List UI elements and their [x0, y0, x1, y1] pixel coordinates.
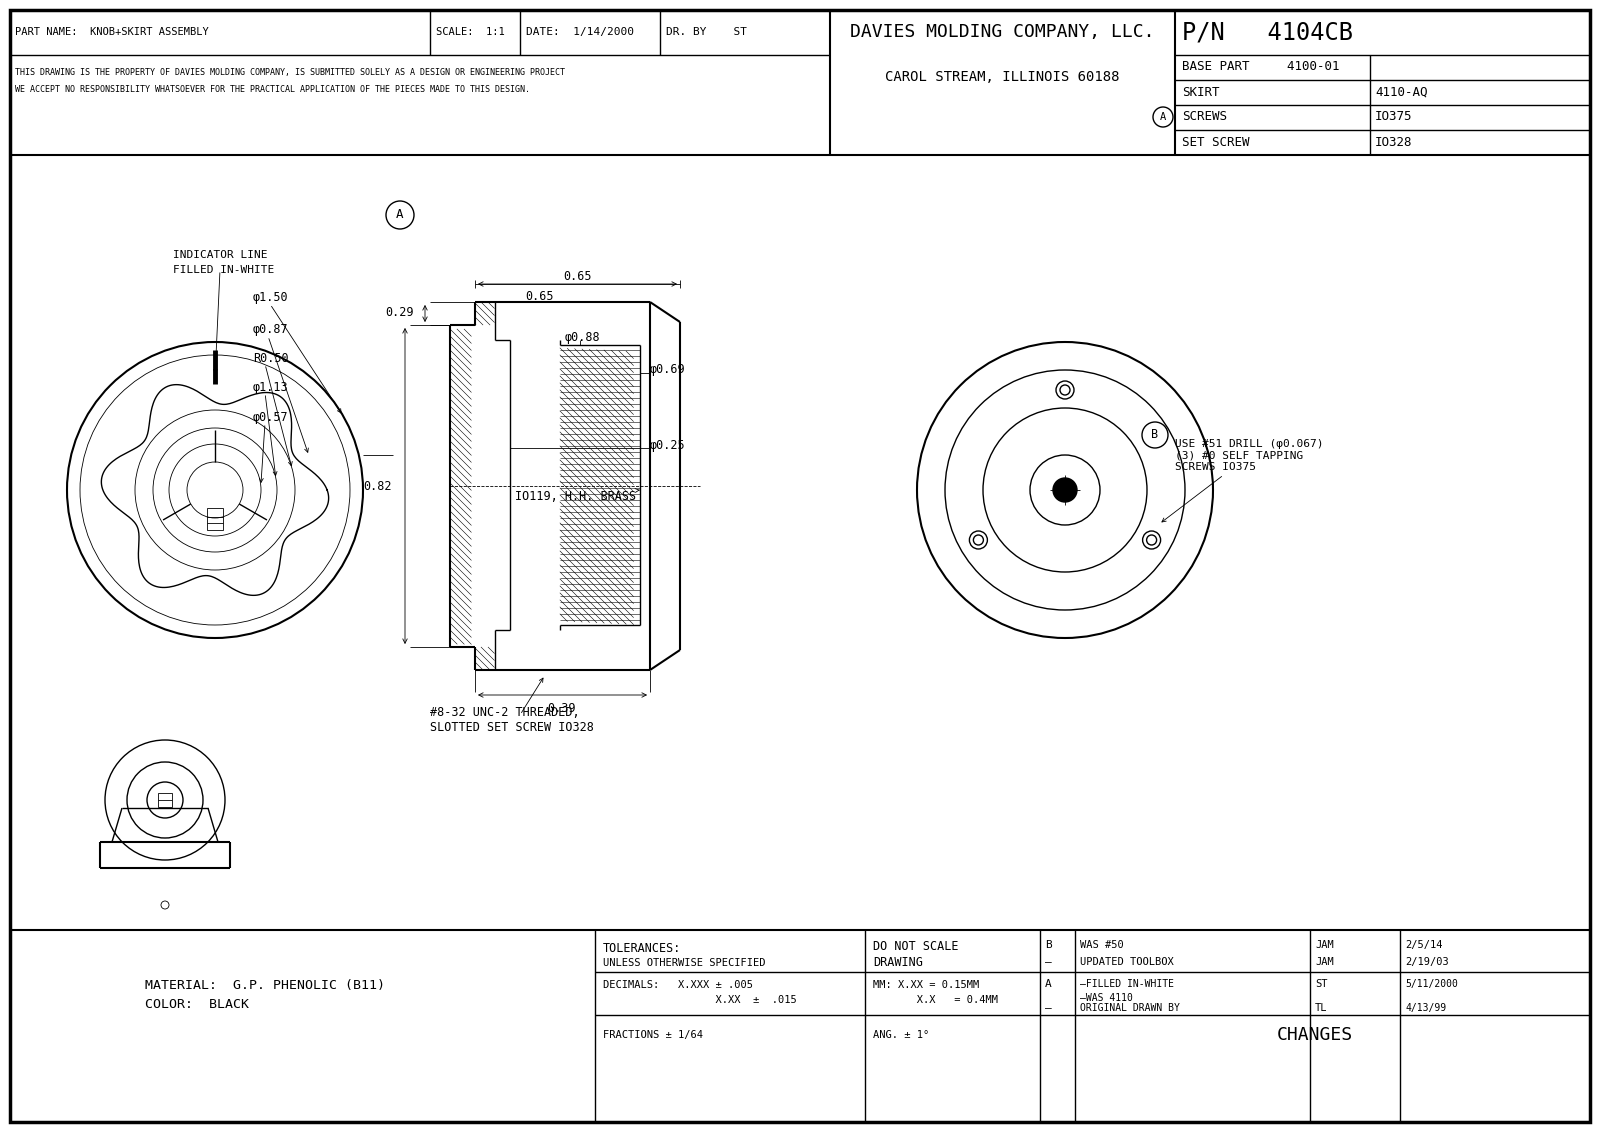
Text: 0.65: 0.65	[526, 290, 554, 302]
Text: –WAS 4110: –WAS 4110	[1080, 993, 1133, 1003]
Circle shape	[973, 535, 984, 544]
Text: 4110-AQ: 4110-AQ	[1374, 86, 1427, 98]
Text: 2/5/14: 2/5/14	[1405, 940, 1443, 950]
Text: UPDATED TOOLBOX: UPDATED TOOLBOX	[1080, 957, 1174, 967]
Text: IO328: IO328	[1374, 136, 1413, 148]
Text: TL: TL	[1315, 1003, 1328, 1013]
Text: 2/19/03: 2/19/03	[1405, 957, 1448, 967]
Text: X.XX  ±  .015: X.XX ± .015	[603, 995, 797, 1005]
Text: BASE PART     4100-01: BASE PART 4100-01	[1182, 60, 1339, 74]
Circle shape	[1059, 385, 1070, 395]
Text: MM: X.XX = 0.15MM: MM: X.XX = 0.15MM	[874, 980, 979, 990]
Text: A: A	[397, 208, 403, 222]
Text: A: A	[1160, 112, 1166, 122]
Text: 0.82: 0.82	[363, 480, 392, 492]
Text: CAROL STREAM, ILLINOIS 60188: CAROL STREAM, ILLINOIS 60188	[885, 70, 1120, 84]
Text: P/N   4104CB: P/N 4104CB	[1182, 20, 1354, 44]
Text: φ0.69: φ0.69	[650, 363, 686, 377]
Text: JAM: JAM	[1315, 940, 1334, 950]
Text: IO119, H.H. BRASS: IO119, H.H. BRASS	[515, 489, 640, 503]
Text: φ0.87: φ0.87	[253, 324, 288, 336]
Text: #8-32 UNC-2 THREADED,
SLOTTED SET SCREW IO328: #8-32 UNC-2 THREADED, SLOTTED SET SCREW …	[430, 706, 594, 734]
Text: SKIRT: SKIRT	[1182, 86, 1219, 98]
Text: φ0.57: φ0.57	[253, 412, 288, 424]
Text: INDICATOR LINE: INDICATOR LINE	[173, 250, 267, 260]
Text: φ1.50: φ1.50	[253, 292, 288, 305]
Text: –: –	[1045, 1003, 1051, 1013]
Text: B: B	[1152, 429, 1158, 441]
Text: WAS #50: WAS #50	[1080, 940, 1123, 950]
Text: PART NAME:  KNOB+SKIRT ASSEMBLY: PART NAME: KNOB+SKIRT ASSEMBLY	[14, 27, 208, 37]
Circle shape	[1053, 478, 1077, 501]
Text: DO NOT SCALE: DO NOT SCALE	[874, 940, 958, 952]
Text: X.X   = 0.4MM: X.X = 0.4MM	[874, 995, 998, 1005]
Text: JAM: JAM	[1315, 957, 1334, 967]
Text: 0.29: 0.29	[386, 307, 414, 319]
Text: COLOR:  BLACK: COLOR: BLACK	[146, 998, 250, 1012]
Text: B: B	[1045, 940, 1051, 950]
Text: IO375: IO375	[1374, 111, 1413, 123]
Text: DATE:  1/14/2000: DATE: 1/14/2000	[526, 27, 634, 37]
Text: 0.39: 0.39	[547, 702, 576, 714]
Text: SET SCREW: SET SCREW	[1182, 136, 1250, 148]
Text: MATERIAL:  G.P. PHENOLIC (B11): MATERIAL: G.P. PHENOLIC (B11)	[146, 978, 386, 992]
Bar	[158, 794, 173, 807]
Text: ORIGINAL DRAWN BY: ORIGINAL DRAWN BY	[1080, 1003, 1179, 1013]
Text: ANG. ± 1°: ANG. ± 1°	[874, 1030, 930, 1040]
Text: USE #51 DRILL (φ0.067)
(3) #0 SELF TAPPING
SCREWS IO375: USE #51 DRILL (φ0.067) (3) #0 SELF TAPPI…	[1162, 439, 1323, 522]
Text: 0.65: 0.65	[563, 269, 592, 283]
Text: R0.50: R0.50	[253, 352, 288, 365]
Text: DAVIES MOLDING COMPANY, LLC.: DAVIES MOLDING COMPANY, LLC.	[850, 23, 1155, 41]
Circle shape	[1147, 535, 1157, 544]
Text: –FILLED IN-WHITE: –FILLED IN-WHITE	[1080, 979, 1174, 989]
Text: ST: ST	[1315, 979, 1328, 989]
Text: DR. BY    ST: DR. BY ST	[666, 27, 747, 37]
Text: WE ACCEPT NO RESPONSIBILITY WHATSOEVER FOR THE PRACTICAL APPLICATION OF THE PIEC: WE ACCEPT NO RESPONSIBILITY WHATSOEVER F…	[14, 86, 530, 94]
Text: DRAWING: DRAWING	[874, 955, 923, 969]
Text: CHANGES: CHANGES	[1277, 1026, 1354, 1044]
Text: φ0.25: φ0.25	[650, 438, 686, 452]
Text: SCALE:  1:1: SCALE: 1:1	[435, 27, 504, 37]
Text: THIS DRAWING IS THE PROPERTY OF DAVIES MOLDING COMPANY, IS SUBMITTED SOLELY AS A: THIS DRAWING IS THE PROPERTY OF DAVIES M…	[14, 68, 565, 77]
Bar	[206, 508, 222, 530]
Text: FILLED IN-WHITE: FILLED IN-WHITE	[173, 265, 274, 275]
Text: UNLESS OTHERWISE SPECIFIED: UNLESS OTHERWISE SPECIFIED	[603, 958, 765, 968]
Text: φ0.88: φ0.88	[565, 331, 600, 343]
Text: DECIMALS:   X.XXX ± .005: DECIMALS: X.XXX ± .005	[603, 980, 754, 990]
Text: –: –	[1045, 957, 1051, 967]
Text: TOLERANCES:: TOLERANCES:	[603, 942, 682, 954]
Text: 5/11/2000: 5/11/2000	[1405, 979, 1458, 989]
Text: FRACTIONS ± 1/64: FRACTIONS ± 1/64	[603, 1030, 702, 1040]
Text: A: A	[1045, 979, 1051, 989]
Text: φ1.13: φ1.13	[253, 381, 288, 394]
Text: 4/13/99: 4/13/99	[1405, 1003, 1446, 1013]
Text: SCREWS: SCREWS	[1182, 111, 1227, 123]
